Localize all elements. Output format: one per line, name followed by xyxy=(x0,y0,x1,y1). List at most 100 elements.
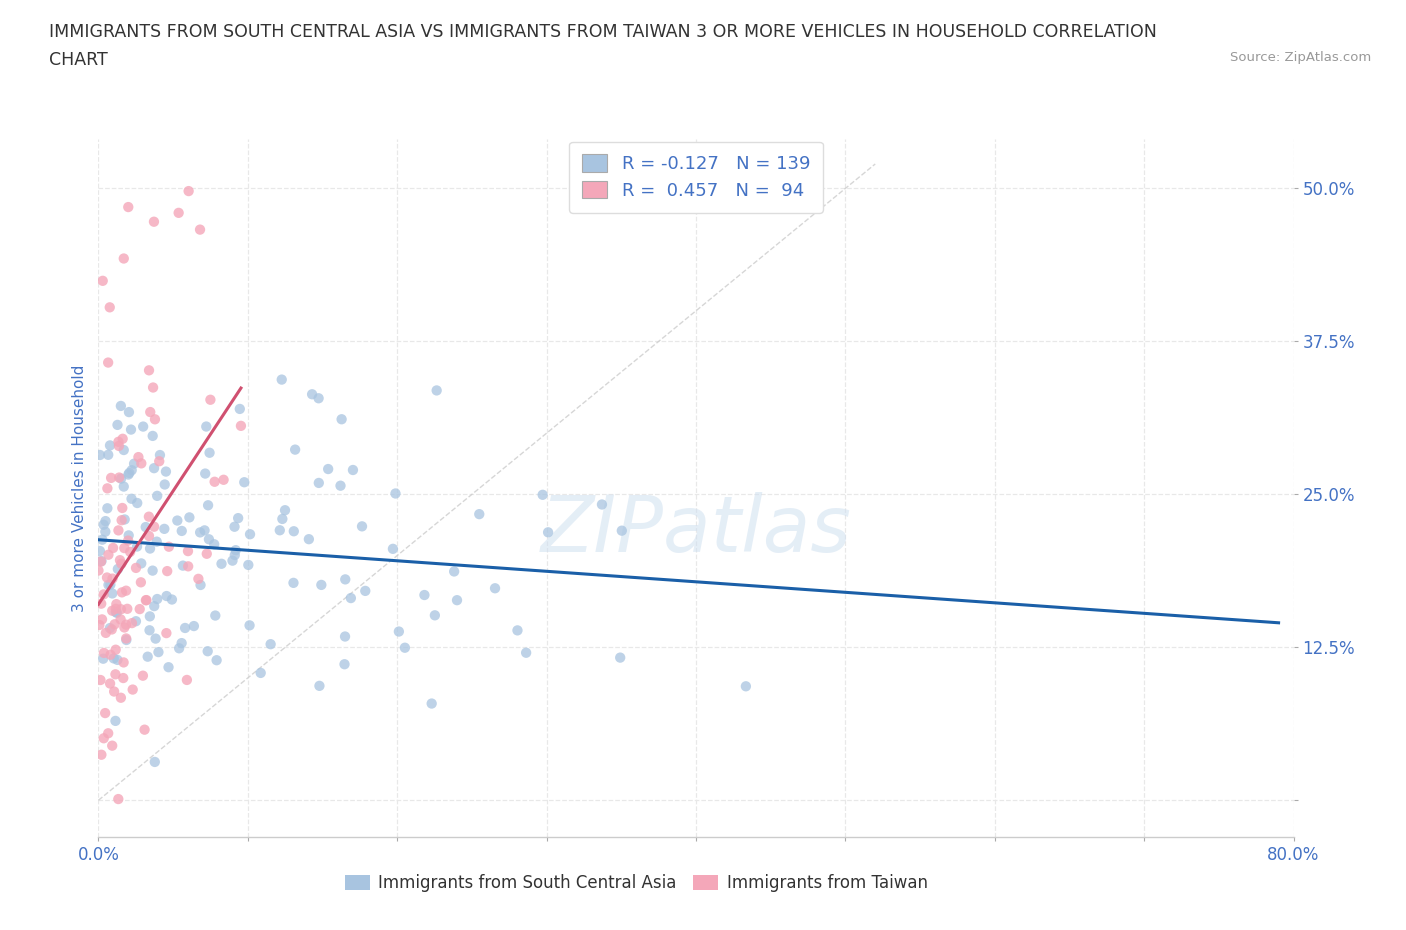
Point xyxy=(515,645,537,660)
Point xyxy=(121,682,143,697)
Point xyxy=(155,589,177,604)
Point xyxy=(170,524,193,538)
Point xyxy=(143,754,166,769)
Point xyxy=(148,454,170,469)
Point xyxy=(104,667,127,682)
Point xyxy=(117,200,139,215)
Point xyxy=(101,586,124,601)
Point xyxy=(112,620,135,635)
Point xyxy=(132,669,155,684)
Point xyxy=(96,501,118,516)
Point xyxy=(121,616,143,631)
Point xyxy=(91,651,114,666)
Point xyxy=(204,608,226,623)
Point xyxy=(146,488,169,503)
Point xyxy=(127,496,149,511)
Point xyxy=(94,513,117,528)
Point xyxy=(153,522,176,537)
Point xyxy=(226,511,249,525)
Point xyxy=(110,472,132,486)
Point xyxy=(446,592,468,607)
Point xyxy=(93,517,115,532)
Y-axis label: 3 or more Vehicles in Household: 3 or more Vehicles in Household xyxy=(72,365,87,612)
Point xyxy=(188,525,211,539)
Point xyxy=(117,533,139,548)
Point xyxy=(195,546,218,561)
Point xyxy=(205,653,228,668)
Point xyxy=(100,622,122,637)
Point xyxy=(96,481,118,496)
Point xyxy=(132,419,155,434)
Point xyxy=(134,723,156,737)
Point xyxy=(90,553,112,568)
Point xyxy=(283,524,305,538)
Point xyxy=(104,602,127,617)
Point xyxy=(143,599,166,614)
Text: IMMIGRANTS FROM SOUTH CENTRAL ASIA VS IMMIGRANTS FROM TAIWAN 3 OR MORE VEHICLES : IMMIGRANTS FROM SOUTH CENTRAL ASIA VS IM… xyxy=(49,23,1157,41)
Point xyxy=(221,553,243,568)
Point xyxy=(198,445,221,460)
Point xyxy=(537,525,560,539)
Point xyxy=(112,479,135,494)
Point xyxy=(111,500,134,515)
Point xyxy=(148,644,170,659)
Point xyxy=(107,434,129,449)
Point xyxy=(308,391,330,405)
Point xyxy=(381,541,404,556)
Point xyxy=(100,647,122,662)
Point xyxy=(174,620,197,635)
Point xyxy=(97,355,120,370)
Point xyxy=(591,497,613,512)
Text: CHART: CHART xyxy=(49,51,108,69)
Point xyxy=(101,604,124,618)
Point xyxy=(110,556,132,571)
Point xyxy=(127,450,149,465)
Point xyxy=(98,620,121,635)
Point xyxy=(97,447,120,462)
Point xyxy=(125,561,148,576)
Point xyxy=(735,679,758,694)
Point xyxy=(129,556,152,571)
Point xyxy=(104,604,127,619)
Point xyxy=(283,576,305,591)
Point xyxy=(193,523,215,538)
Point xyxy=(233,475,256,490)
Point xyxy=(468,507,491,522)
Point xyxy=(238,618,260,632)
Point xyxy=(211,556,233,571)
Point xyxy=(229,418,252,433)
Point xyxy=(316,461,339,476)
Point xyxy=(384,486,406,501)
Point xyxy=(90,596,112,611)
Point xyxy=(330,412,353,427)
Point xyxy=(118,528,141,543)
Point xyxy=(146,591,169,606)
Point xyxy=(155,464,177,479)
Point xyxy=(103,651,125,666)
Point xyxy=(160,592,183,607)
Point xyxy=(142,564,165,578)
Point xyxy=(101,738,124,753)
Point xyxy=(91,612,114,627)
Point xyxy=(125,614,148,629)
Point xyxy=(177,544,200,559)
Point xyxy=(89,447,111,462)
Point xyxy=(238,557,260,572)
Point xyxy=(108,552,131,567)
Point xyxy=(157,539,180,554)
Point xyxy=(94,525,117,539)
Point xyxy=(93,645,115,660)
Point xyxy=(115,632,138,647)
Point xyxy=(202,537,225,551)
Point xyxy=(350,519,373,534)
Point xyxy=(104,617,127,631)
Point xyxy=(111,432,134,446)
Point xyxy=(388,624,411,639)
Point xyxy=(94,706,117,721)
Point xyxy=(110,690,132,705)
Point xyxy=(200,392,222,407)
Point xyxy=(484,581,506,596)
Point xyxy=(609,650,631,665)
Point xyxy=(172,558,194,573)
Point xyxy=(105,597,128,612)
